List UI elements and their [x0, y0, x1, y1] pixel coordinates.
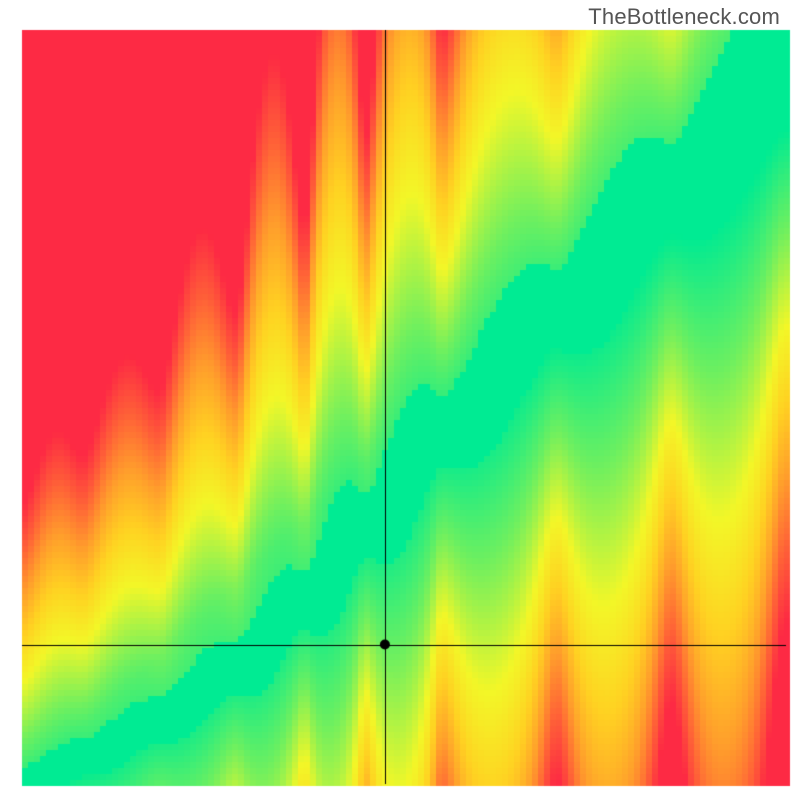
bottleneck-heatmap — [0, 0, 800, 800]
chart-container: { "watermark": { "text": "TheBottleneck.… — [0, 0, 800, 800]
watermark-text: TheBottleneck.com — [588, 4, 780, 30]
